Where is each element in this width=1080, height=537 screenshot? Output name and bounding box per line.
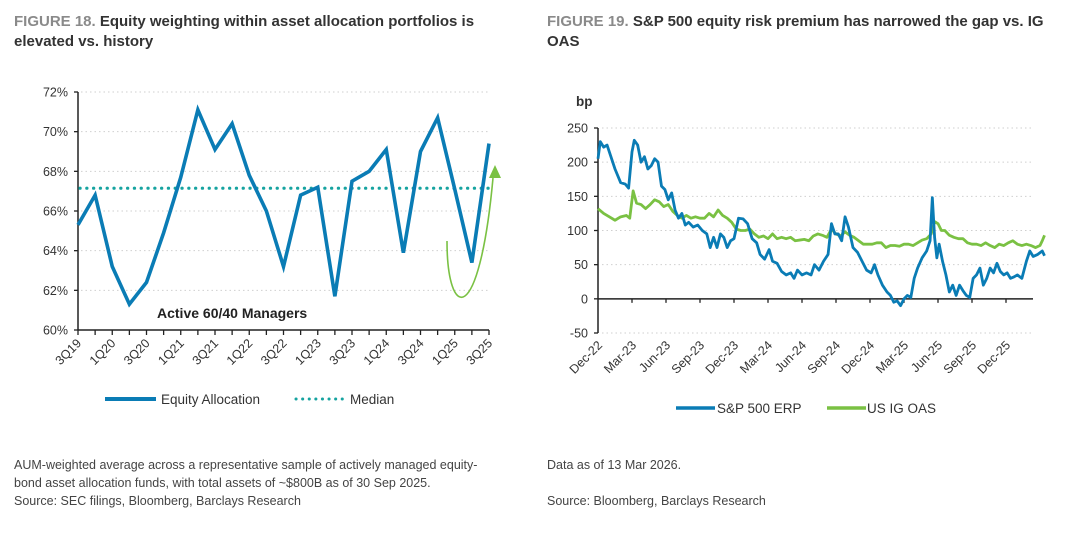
x-tick-label: Mar-23: [601, 338, 639, 376]
x-tick-label: Mar-25: [873, 338, 911, 376]
figure-18-footnote: AUM-weighted average across a representa…: [14, 456, 534, 510]
x-tick-label: 1Q23: [292, 336, 324, 368]
footnote-line: bond asset allocation funds, with total …: [14, 476, 431, 490]
x-tick-label: 3Q23: [327, 336, 359, 368]
y-axis-unit-label: bp: [576, 94, 593, 109]
grid-lines: [81, 91, 489, 291]
legend-label-median: Median: [350, 392, 394, 407]
y-tick-label: 250: [567, 122, 588, 136]
footnote-source: Source: SEC filings, Bloomberg, Barclays…: [14, 494, 301, 508]
sp500-erp-series-line: [596, 138, 1046, 308]
grid-lines: [602, 127, 1033, 334]
x-tick-label: Sep-25: [941, 338, 979, 376]
legend-label-sp500-erp: S&P 500 ERP: [717, 401, 802, 416]
figure-19-title-text: S&P 500 equity risk premium has narrowed…: [547, 13, 1044, 50]
y-tick-label: 72%: [43, 86, 68, 100]
x-tick-label: Dec-23: [703, 338, 741, 376]
footnote-source: Source: Bloomberg, Barclays Research: [547, 494, 766, 508]
x-tick-label: 1Q20: [87, 336, 119, 368]
x-tick-label: Sep-24: [805, 338, 843, 376]
x-tick-label: 3Q25: [464, 336, 496, 368]
x-tick-labels: 3Q19 1Q20 3Q20 1Q21 3Q21 1Q22 3Q22 1Q23 3Q23 1Q24…: [53, 336, 496, 368]
y-tick-label: 70%: [43, 125, 68, 139]
y-tick-label: 100: [567, 224, 588, 238]
y-tick-label: 50: [574, 258, 588, 272]
equity-allocation-chart: 60%62%64%66%68%70%72% 3Q19 1Q20 3Q20 1Q21 3Q…: [43, 86, 501, 407]
chart-annotation: Active 60/40 Managers: [157, 305, 307, 321]
annotation-arrow-head: [489, 165, 501, 178]
x-tick-label: 1Q22: [224, 336, 256, 368]
us-ig-oas-series-line: [597, 189, 1046, 249]
footnote-spacer: [547, 474, 1067, 492]
x-tick-label: 3Q19: [53, 336, 85, 368]
legend: S&P 500 ERP US IG OAS: [676, 401, 936, 416]
y-tick-labels: -50 0 50 100 150 200 250: [567, 122, 588, 341]
legend-label-us-ig-oas: US IG OAS: [867, 401, 936, 416]
y-tick-label: 66%: [43, 205, 68, 219]
x-tick-label: 1Q21: [155, 336, 187, 368]
x-tick-label: Jun-25: [908, 338, 945, 375]
x-tick-label: 3Q22: [258, 336, 290, 368]
y-tick-labels: 60% 62% 64% 66% 68% 70% 72%: [43, 86, 68, 338]
footnote-line: AUM-weighted average across a representa…: [14, 458, 478, 472]
legend: Equity Allocation Median: [105, 392, 394, 407]
footnote-line: Data as of 13 Mar 2026.: [547, 458, 682, 472]
equity-allocation-series-line: [76, 104, 491, 308]
annotation-arrow-arc: [446, 177, 494, 298]
x-tick-label: 1Q24: [361, 336, 393, 368]
x-tick-label: Mar-24: [737, 338, 775, 376]
y-tick-label: 60%: [43, 324, 68, 338]
y-tick-label: 0: [581, 292, 588, 306]
x-tick-label: Dec-25: [975, 338, 1013, 376]
x-tick-label: Jun-24: [772, 338, 809, 375]
figure-19-number: FIGURE 19.: [547, 13, 629, 30]
figure-18-title-text: Equity weighting within asset allocation…: [14, 13, 475, 50]
x-tick-label: 1Q25: [429, 336, 461, 368]
x-tick-label: 3Q20: [121, 336, 153, 368]
x-tick-label: Sep-23: [669, 338, 707, 376]
legend-label-equity-allocation: Equity Allocation: [161, 392, 260, 407]
x-tick-label: Dec-24: [839, 338, 877, 376]
y-tick-label: 64%: [43, 244, 68, 258]
y-tick-label: 150: [567, 190, 588, 204]
figure-19-footnote: Data as of 13 Mar 2026. Source: Bloomber…: [547, 456, 1067, 510]
y-tick-label: 200: [567, 156, 588, 170]
y-tick-label: -50: [570, 327, 588, 341]
x-tick-label: 3Q21: [190, 336, 222, 368]
figure-19-title: FIGURE 19. S&P 500 equity risk premium h…: [547, 12, 1067, 52]
x-tick-label: Dec-22: [567, 338, 605, 376]
x-tick-label: Jun-23: [636, 338, 673, 375]
y-tick-label: 62%: [43, 284, 68, 298]
x-tick-label: 3Q24: [395, 336, 427, 368]
axes: [74, 91, 490, 335]
figure-18-number: FIGURE 18.: [14, 13, 96, 30]
axes: [594, 127, 1033, 334]
x-tick-labels: Dec-22Mar-23Jun-23Sep-23Dec-23Mar-24Jun-…: [567, 338, 1013, 376]
y-tick-label: 68%: [43, 165, 68, 179]
figure-18-title: FIGURE 18. Equity weighting within asset…: [14, 12, 524, 52]
